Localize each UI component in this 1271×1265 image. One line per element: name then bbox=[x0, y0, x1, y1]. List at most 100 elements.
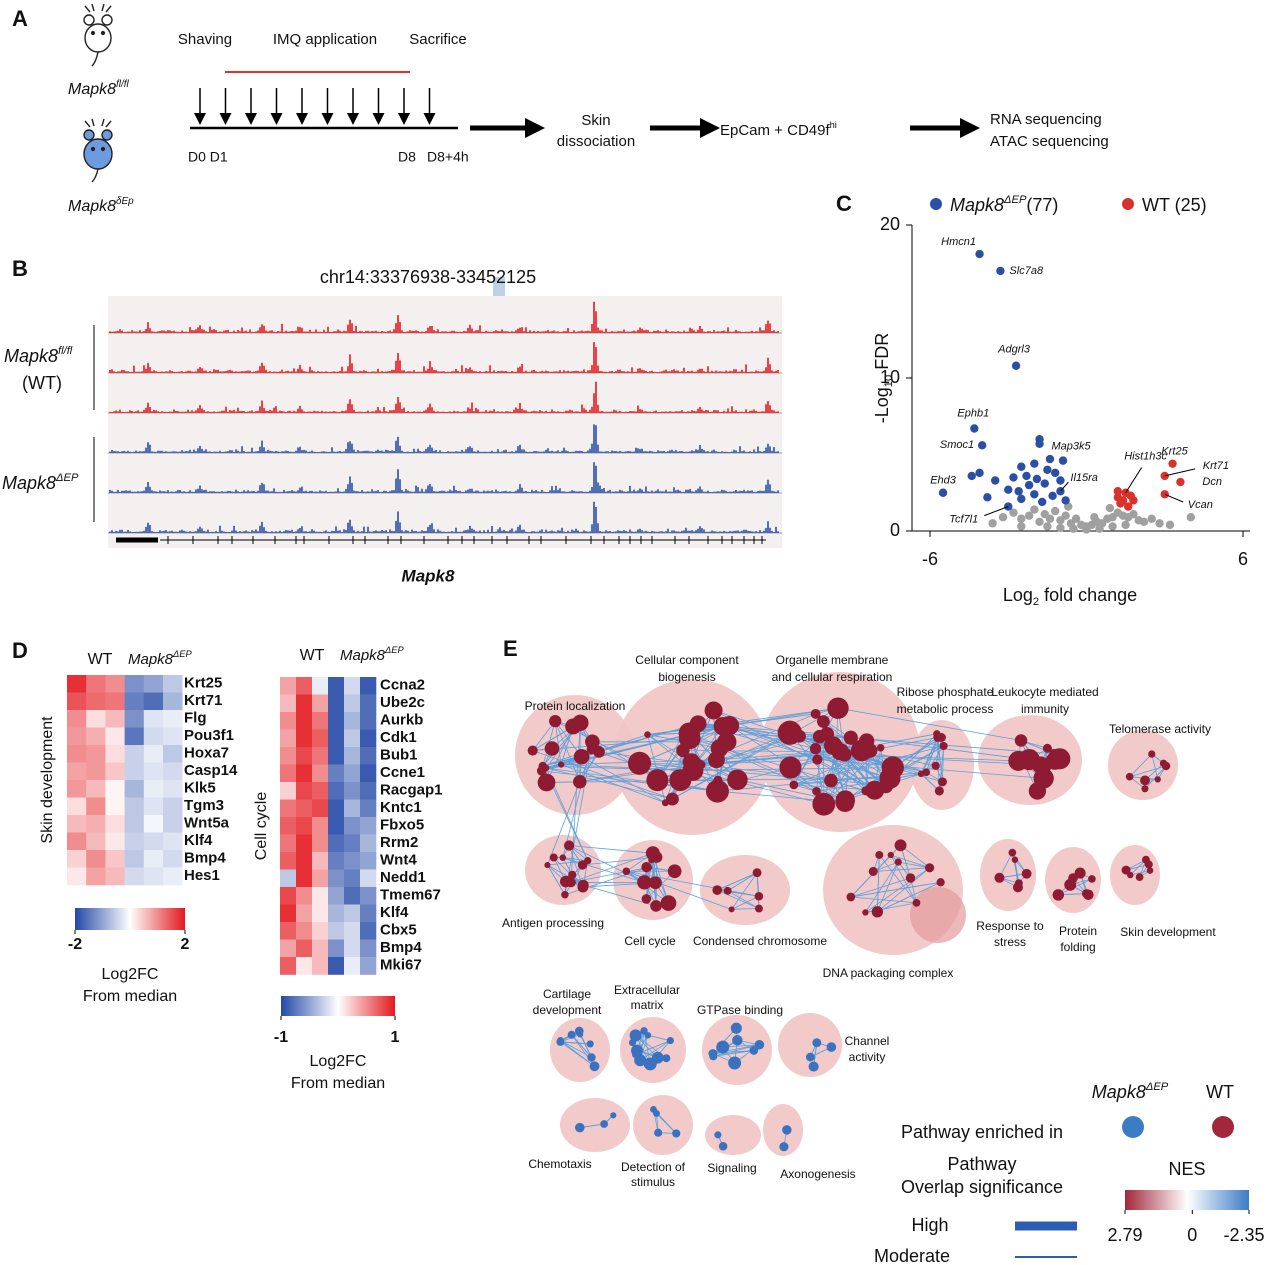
point bbox=[1113, 487, 1123, 496]
heatmap-cell bbox=[124, 710, 145, 728]
cluster-label: Chemotaxis bbox=[528, 1157, 591, 1171]
point-label: Tcf7l1 bbox=[949, 513, 978, 525]
heatmap-cell bbox=[344, 922, 361, 940]
pathway-node bbox=[1064, 878, 1077, 891]
edge bbox=[789, 732, 1055, 755]
row-label: Casp14 bbox=[184, 762, 238, 779]
leader-line bbox=[1060, 481, 1069, 492]
day-label: D8+4h bbox=[427, 149, 469, 165]
edge bbox=[656, 1113, 677, 1134]
step-text: RNA sequencing bbox=[990, 111, 1102, 128]
cluster-label: development bbox=[533, 1003, 602, 1017]
heatmap-cell bbox=[86, 762, 106, 781]
edge bbox=[568, 845, 645, 883]
point bbox=[1017, 494, 1026, 504]
text-part: Mapk8 bbox=[68, 81, 116, 98]
heatmap-cell bbox=[328, 887, 345, 905]
heatmap-cell bbox=[344, 817, 361, 835]
heatmap-cell bbox=[344, 677, 361, 695]
heatmap-cell bbox=[344, 764, 361, 783]
pathway-node bbox=[1141, 785, 1149, 793]
heatmap-cell bbox=[143, 815, 164, 833]
text-part: -Log bbox=[872, 387, 892, 423]
point bbox=[977, 441, 987, 450]
gene-label: Mapk8 bbox=[402, 566, 455, 585]
text-part: Mapk8 bbox=[128, 651, 174, 668]
heatmap-cell bbox=[280, 729, 297, 748]
edge bbox=[570, 852, 654, 883]
heatmap-cell bbox=[163, 797, 183, 816]
point bbox=[1037, 497, 1047, 507]
pathway-node bbox=[1135, 873, 1144, 881]
row-label: Ube2c bbox=[380, 694, 425, 711]
mouse-label: Mapk8fl/fl bbox=[68, 79, 129, 98]
cluster-label: activity bbox=[849, 1050, 886, 1064]
edge bbox=[727, 890, 760, 909]
cluster-label: Response to bbox=[976, 919, 1044, 933]
point bbox=[975, 468, 984, 478]
day-label: D0 D1 bbox=[188, 149, 228, 165]
heatmap-cell bbox=[312, 852, 329, 870]
heatmap-cell bbox=[105, 710, 125, 728]
edge bbox=[562, 857, 588, 862]
heatmap-cell bbox=[296, 852, 313, 870]
pathway-node bbox=[527, 745, 538, 756]
point-label: Krt71 bbox=[1203, 460, 1229, 472]
legend-marker bbox=[1122, 198, 1134, 210]
heatmap-cell bbox=[143, 675, 164, 693]
pathway-node bbox=[667, 864, 682, 879]
heatmap-cell bbox=[328, 764, 345, 783]
pathway-node bbox=[678, 722, 700, 744]
point bbox=[970, 424, 979, 433]
text-part: Log bbox=[1003, 585, 1033, 605]
heatmap-cell bbox=[344, 939, 361, 958]
cluster-label: Ribose phosphate bbox=[897, 685, 994, 699]
point-label: Slc7a8 bbox=[1009, 265, 1044, 277]
pathway-node bbox=[559, 854, 567, 861]
mouse-icon-ko bbox=[83, 118, 113, 183]
heatmap-cell bbox=[360, 799, 377, 818]
cluster-label: Leukocyte mediated bbox=[991, 685, 1098, 699]
pathway-node bbox=[837, 747, 852, 762]
pathway-node bbox=[931, 761, 940, 770]
heatmap-cell bbox=[328, 782, 345, 800]
heatmap-cell bbox=[163, 675, 183, 693]
pathway-node bbox=[730, 1022, 742, 1034]
point bbox=[1165, 520, 1175, 530]
heatmap-cell bbox=[105, 727, 125, 746]
cluster-label: Signaling bbox=[707, 1161, 756, 1175]
heatmap-cell bbox=[163, 692, 183, 711]
edge bbox=[532, 750, 673, 800]
step-label: Sacrifice bbox=[409, 31, 467, 48]
row-label: Mki67 bbox=[380, 957, 422, 974]
step-label: IMQ application bbox=[273, 31, 377, 48]
y-tick-label: 20 bbox=[880, 214, 900, 234]
edge bbox=[571, 1034, 592, 1058]
heatmap-cell bbox=[360, 869, 377, 888]
heatmap-cell bbox=[296, 939, 313, 958]
point bbox=[1168, 459, 1177, 468]
heatmap-cell bbox=[105, 692, 125, 711]
heatmap-cell bbox=[67, 815, 87, 833]
text-part: (77) bbox=[1026, 195, 1058, 215]
cluster-label: DNA packaging complex bbox=[823, 966, 954, 980]
pathway-node bbox=[875, 850, 884, 859]
heatmap-cell bbox=[67, 780, 87, 798]
edge bbox=[547, 781, 581, 866]
column-group: Mapk8ΔEP bbox=[340, 645, 404, 664]
heatmap-cell bbox=[360, 747, 377, 765]
heatmap-cell bbox=[163, 710, 183, 728]
heatmap-cell bbox=[328, 904, 345, 923]
edge bbox=[756, 872, 760, 909]
edge bbox=[844, 754, 1041, 766]
step-text: Skin bbox=[581, 112, 610, 129]
heatmap-cell bbox=[67, 762, 87, 781]
colorbar-label: Log2FC bbox=[310, 1053, 367, 1070]
pathway-node bbox=[537, 773, 556, 792]
heatmap-cell bbox=[163, 815, 183, 833]
pathway-node bbox=[810, 708, 821, 719]
y-tick-label: 10 bbox=[880, 367, 900, 387]
row-label: Hes1 bbox=[184, 867, 220, 884]
legend-marker bbox=[1212, 1116, 1234, 1138]
legend-label: Mapk8ΔEP bbox=[1092, 1081, 1169, 1102]
